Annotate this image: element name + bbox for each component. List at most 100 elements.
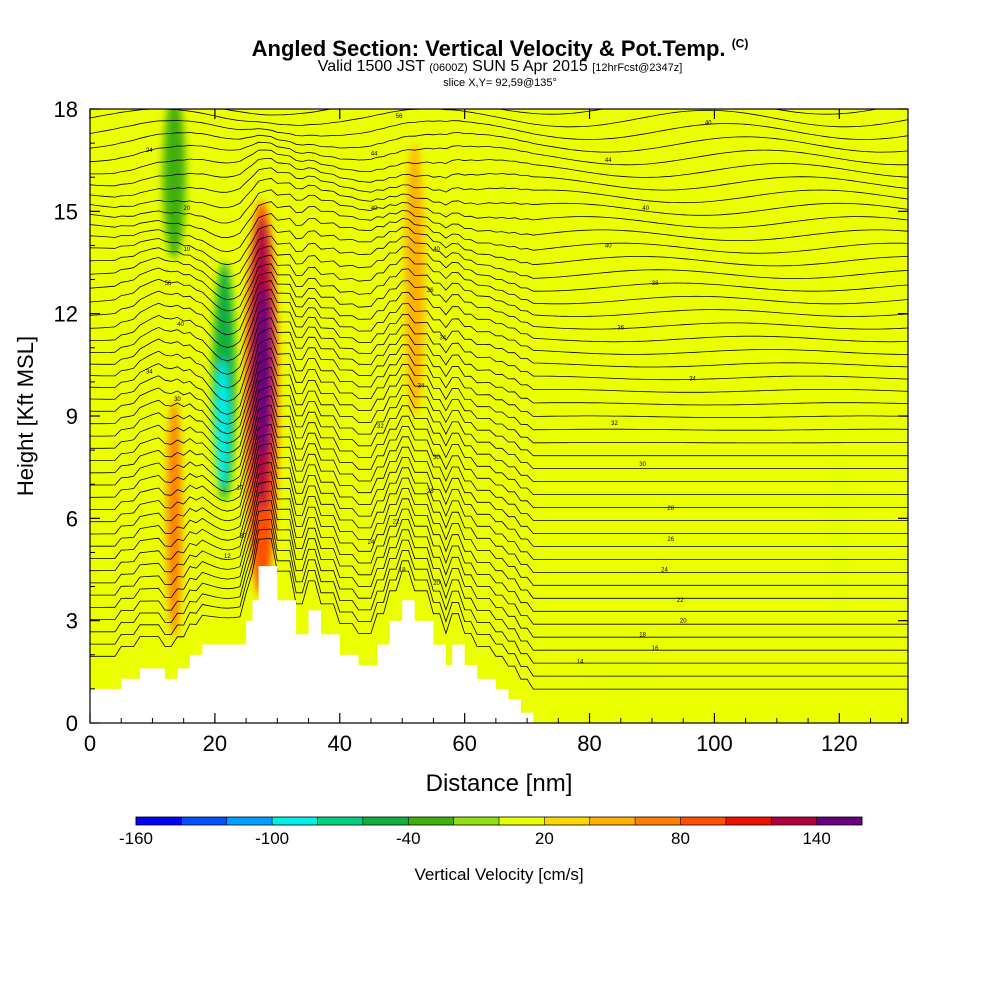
velocity-feature [163, 109, 186, 260]
isentrope-line [90, 167, 908, 204]
colorbar-swatch [362, 817, 409, 825]
isentrope-label: 12 [224, 554, 231, 560]
chart-title: Angled Section: Vertical Velocity & Pot.… [0, 36, 1000, 62]
isentrope-line [90, 452, 908, 573]
y-tick-label: 9 [66, 404, 78, 429]
colorbar-swatch [136, 817, 182, 825]
isentrope-label: 40 [705, 121, 712, 127]
slice-info: slice X,Y= 92,59@135° [443, 77, 557, 89]
colorbar-swatch [589, 817, 636, 825]
isentrope-line [90, 528, 908, 677]
valid-date: SUN 5 Apr 2015 [472, 58, 588, 75]
y-tick-label: 3 [66, 609, 78, 634]
colorbar-swatch [544, 817, 590, 825]
isentrope-line [90, 509, 908, 651]
chart-subtitle: Valid 1500 JST (0600Z) SUN 5 Apr 2015 [1… [0, 58, 1000, 76]
isentrope-line [90, 189, 908, 229]
isentrope-line [90, 404, 908, 508]
isentrope-line [90, 337, 908, 418]
colorbar-swatch [226, 817, 273, 825]
colorbar-tick-label: 80 [671, 829, 690, 848]
velocity-feature [404, 143, 425, 417]
isentrope-line [90, 201, 908, 241]
isentrope-line [90, 385, 908, 482]
y-tick-label: 6 [66, 506, 78, 531]
isentrope-line [90, 157, 908, 191]
isentrope-label: 20 [240, 533, 247, 539]
isentrope-line [90, 480, 908, 612]
x-tick-label: 20 [203, 731, 227, 756]
x-tick-label: 40 [328, 731, 352, 756]
isentrope-label: 16 [652, 646, 659, 652]
y-tick-label: 15 [54, 199, 78, 224]
isentrope-line [90, 297, 908, 368]
isentrope-label: 20 [433, 581, 440, 587]
isentrope-line [90, 499, 908, 638]
isentrope-line [90, 254, 908, 305]
y-tick-label: 0 [66, 711, 78, 736]
x-tick-label: 100 [696, 731, 733, 756]
valid-time: Valid 1500 JST [317, 58, 425, 75]
colorbar-tick-label: 140 [802, 829, 830, 848]
isentrope-line [90, 149, 908, 178]
velocity-feature [166, 398, 182, 638]
isentrope-label: 26 [667, 537, 674, 543]
colorbar-swatch [408, 817, 454, 825]
isentrope-label: 30 [639, 462, 646, 468]
colorbar-swatch [680, 817, 726, 825]
isentrope-line [90, 347, 908, 431]
isentrope-line [90, 271, 908, 330]
isentrope-label: 30 [433, 455, 440, 461]
isentrope-line [90, 423, 908, 534]
title-tag: (C) [731, 36, 749, 51]
isentrope-line [90, 141, 908, 166]
isentrope-label: 24 [661, 568, 668, 574]
isentrope-line [90, 519, 908, 664]
colorbar-swatch [499, 817, 545, 825]
isentrope-line [90, 213, 908, 254]
isentrope-label: 22 [677, 598, 684, 604]
forecast-info: [12hrFcst@2347z] [592, 62, 683, 74]
y-tick-label: 18 [54, 97, 78, 122]
isentrope-line [90, 280, 908, 343]
isentrope-line [90, 224, 908, 267]
isentrope-label: 28 [427, 489, 434, 495]
isentrope-label: 24 [368, 540, 375, 546]
y-axis-label: Height [Kft MSL] [13, 336, 38, 496]
isentrope-label: 40 [371, 206, 378, 212]
isentrope-label: 34 [439, 336, 446, 342]
isentrope-line [90, 235, 908, 279]
velocity-feature [577, 656, 665, 695]
isentrope-line [90, 395, 908, 495]
isentrope-label: 40 [642, 206, 649, 212]
isentrope-label: 34 [146, 370, 153, 376]
isentrope-line [90, 120, 908, 140]
isentrope-line [90, 461, 908, 586]
isentrope-line [90, 177, 908, 216]
y-tick-label: 12 [54, 302, 78, 327]
isentrope-line [90, 376, 908, 469]
isentrope-line [90, 288, 908, 355]
isentrope-label: 18 [639, 632, 646, 638]
x-axis-label: Distance [nm] [426, 770, 573, 797]
title-main: Angled Section: Vertical Velocity & Pot.… [251, 36, 726, 61]
isentrope-line [90, 366, 908, 457]
isentrope-line [90, 327, 908, 406]
colorbar-swatch [635, 817, 681, 825]
colorbar-swatch [816, 817, 862, 825]
isentrope-label: 36 [427, 288, 434, 294]
isentrope-label: 44 [605, 158, 612, 164]
isentrope-label: 34 [418, 383, 425, 389]
isentrope-line [90, 414, 908, 521]
isentrope-label: 56 [396, 114, 403, 120]
colorbar-label: Vertical Velocity [cm/s] [414, 865, 583, 884]
isentrope-label: 40 [605, 243, 612, 249]
isentrope-line [90, 263, 908, 317]
isentrope-line [90, 538, 908, 690]
isentrope-line [90, 357, 908, 444]
isentrope-label: 24 [146, 148, 153, 154]
isentrope-line [90, 132, 908, 153]
isentrope-label: 14 [577, 660, 584, 666]
isentrope-line [90, 442, 908, 560]
